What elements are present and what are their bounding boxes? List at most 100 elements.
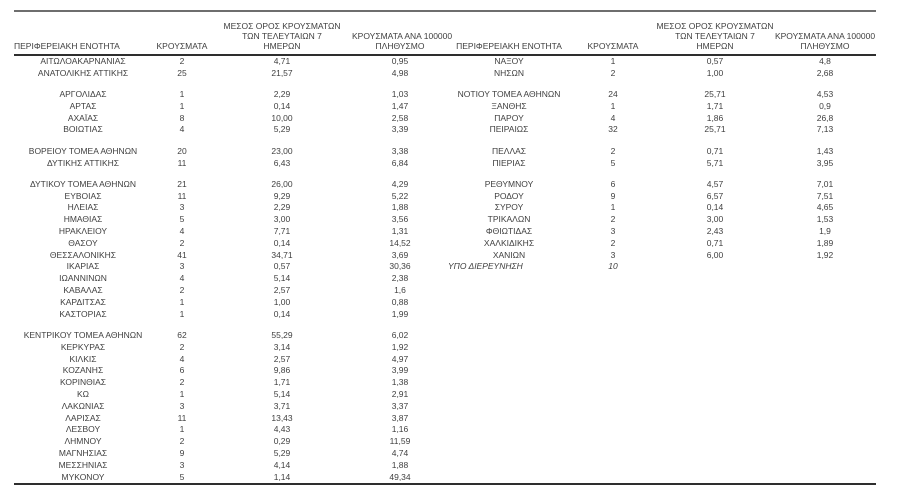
header-row: ΠΕΡΙΦΕΡΕΙΑΚΗ ΕΝΟΤΗΤΑ ΚΡΟΥΣΜΑΤΑ ΜΕΣΟΣ ΟΡΟ… — [14, 11, 876, 56]
left-per100k-cell: 1,03 — [391, 89, 409, 100]
left-region-cell: ΑΧΑΪΑΣ — [67, 112, 99, 123]
right-avg7-cell — [656, 273, 774, 285]
right-avg7-cell — [656, 354, 774, 366]
right-cases-cell — [570, 424, 656, 436]
left-avg7-cell: 0,29 — [273, 436, 291, 447]
left-cases-cell: 1 — [179, 424, 185, 435]
left-per100k-cell: 6,02 — [391, 329, 409, 340]
left-cases-cell: 2 — [179, 377, 185, 388]
left-per100k-cell: 3,37 — [391, 400, 409, 411]
left-cases-cell: 2 — [179, 436, 185, 447]
right-per100k-cell — [774, 460, 876, 472]
right-cases-cell: 2 — [610, 67, 616, 78]
right-avg7-cell — [656, 413, 774, 425]
table-row: ΒΟΡΕΙΟΥ ΤΟΜΕΑ ΑΘΗΝΩΝ 20 23,00 3,38 ΠΕΛΛΑΣ 2 0,… — [14, 146, 876, 158]
left-avg7-cell: 5,14 — [273, 388, 291, 399]
right-per100k-cell: 1,89 — [816, 237, 834, 248]
right-avg7-cell: 0,71 — [706, 145, 724, 156]
right-cases-cell — [570, 377, 656, 389]
left-region-cell: ΛΕΣΒΟΥ — [65, 424, 101, 435]
right-per100k-cell — [774, 354, 876, 366]
table-row: ΔΥΤΙΚΗΣ ΑΤΤΙΚΗΣ 11 6,43 6,84 ΠΙΕΡΙΑΣ 5 5,71 3,9… — [14, 158, 876, 170]
left-region-cell: ΙΩΑΝΝΙΝΩΝ — [59, 273, 107, 284]
right-region-cell — [448, 297, 570, 309]
left-region-cell: ΙΚΑΡΙΑΣ — [66, 261, 100, 272]
left-per100k-cell: 0,88 — [391, 296, 409, 307]
right-region-cell — [448, 342, 570, 354]
right-cases-cell — [570, 413, 656, 425]
right-per100k-cell: 4,53 — [816, 89, 834, 100]
left-per100k-cell: 14,52 — [389, 237, 411, 248]
left-avg7-cell: 9,86 — [273, 365, 291, 376]
right-per100k-cell: 1,92 — [816, 249, 834, 260]
left-cases-cell: 1 — [179, 89, 185, 100]
header-cases-left: ΚΡΟΥΣΜΑΤΑ — [152, 11, 212, 56]
left-region-cell: ΚΩ — [76, 388, 90, 399]
left-cases-cell: 20 — [177, 145, 187, 156]
right-region-cell — [448, 285, 570, 297]
right-cases-cell: 2 — [610, 145, 616, 156]
left-cases-cell: 4 — [179, 353, 185, 364]
right-per100k-cell — [774, 377, 876, 389]
right-avg7-cell: 6,00 — [706, 249, 724, 260]
header-per100k-right-line1: ΚΡΟΥΣΜΑΤΑ ΑΝΑ 100000 — [774, 31, 876, 41]
right-per100k-cell — [774, 401, 876, 413]
right-region-cell: ΝΑΞΟΥ — [494, 56, 524, 66]
right-cases-cell — [570, 389, 656, 401]
table-header: ΠΕΡΙΦΕΡΕΙΑΚΗ ΕΝΟΤΗΤΑ ΚΡΟΥΣΜΑΤΑ ΜΕΣΟΣ ΟΡΟ… — [14, 11, 876, 56]
table-row: ΚΟΡΙΝΘΙΑΣ 2 1,71 1,38 — [14, 377, 876, 389]
right-per100k-cell — [774, 424, 876, 436]
left-region-cell: ΑΝΑΤΟΛΙΚΗΣ ΑΤΤΙΚΗΣ — [37, 67, 129, 78]
table-row: ΜΥΚΟΝΟΥ 5 1,14 49,34 — [14, 472, 876, 485]
left-avg7-cell: 26,00 — [271, 178, 293, 189]
left-region-cell: ΗΛΕΙΑΣ — [67, 202, 99, 213]
right-cases-cell — [570, 285, 656, 297]
left-per100k-cell: 11,59 — [389, 436, 411, 447]
left-cases-cell: 2 — [179, 285, 185, 296]
right-avg7-cell — [656, 472, 774, 485]
header-per100k-right: ΚΡΟΥΣΜΑΤΑ ΑΝΑ 100000 ΠΛΗΘΥΣΜΟ — [774, 11, 876, 56]
table-row: ΚΟΖΑΝΗΣ 6 9,86 3,99 — [14, 365, 876, 377]
right-cases-cell — [570, 365, 656, 377]
right-region-cell — [448, 413, 570, 425]
left-region-cell: ΛΗΜΝΟΥ — [64, 436, 102, 447]
right-cases-cell — [570, 309, 656, 321]
header-avg7-left-line1: ΜΕΣΟΣ ΟΡΟΣ ΚΡΟΥΣΜΑΤΩΝ — [223, 21, 341, 31]
right-per100k-cell — [774, 413, 876, 425]
left-avg7-cell: 3,14 — [273, 341, 291, 352]
right-per100k-cell: 3,95 — [816, 157, 834, 168]
right-cases-cell — [570, 273, 656, 285]
right-per100k-cell — [774, 261, 876, 273]
left-region-cell: ΘΑΣΟΥ — [68, 237, 98, 248]
right-avg7-cell: 0,57 — [706, 56, 724, 66]
right-region-cell: ΠΙΕΡΙΑΣ — [492, 157, 526, 168]
right-cases-cell — [570, 472, 656, 485]
right-cases-cell: 2 — [610, 237, 616, 248]
left-avg7-cell: 5,29 — [273, 124, 291, 135]
left-avg7-cell: 2,29 — [273, 202, 291, 213]
left-region-cell: ΚΙΛΚΙΣ — [69, 353, 97, 364]
left-region-cell: ΒΟΙΩΤΙΑΣ — [63, 124, 103, 135]
left-per100k-cell: 4,97 — [391, 353, 409, 364]
left-avg7-cell: 0,14 — [273, 237, 291, 248]
left-region-cell: ΜΥΚΟΝΟΥ — [61, 471, 105, 482]
left-region-cell: ΑΡΤΑΣ — [69, 100, 97, 111]
spacer-row — [14, 136, 876, 146]
right-cases-cell: 1 — [610, 100, 616, 111]
right-region-cell — [448, 354, 570, 366]
left-region-cell: ΑΡΓΟΛΙΔΑΣ — [59, 89, 107, 100]
left-region-cell: ΚΕΝΤΡΙΚΟΥ ΤΟΜΕΑ ΑΘΗΝΩΝ — [23, 329, 143, 340]
left-region-cell: ΛΑΡΙΣΑΣ — [65, 412, 101, 423]
left-per100k-cell: 30,36 — [389, 261, 411, 272]
right-region-cell — [448, 401, 570, 413]
right-avg7-cell: 6,57 — [706, 190, 724, 201]
right-region-cell — [448, 309, 570, 321]
left-cases-cell: 11 — [177, 412, 187, 423]
left-avg7-cell: 3,71 — [273, 400, 291, 411]
right-region-cell — [448, 424, 570, 436]
left-region-cell: ΗΡΑΚΛΕΙΟΥ — [58, 226, 108, 237]
right-avg7-cell — [656, 342, 774, 354]
right-avg7-cell — [656, 309, 774, 321]
table-row: ΛΑΡΙΣΑΣ 11 13,43 3,87 — [14, 413, 876, 425]
table-row: ΚΩ 1 5,14 2,91 — [14, 389, 876, 401]
